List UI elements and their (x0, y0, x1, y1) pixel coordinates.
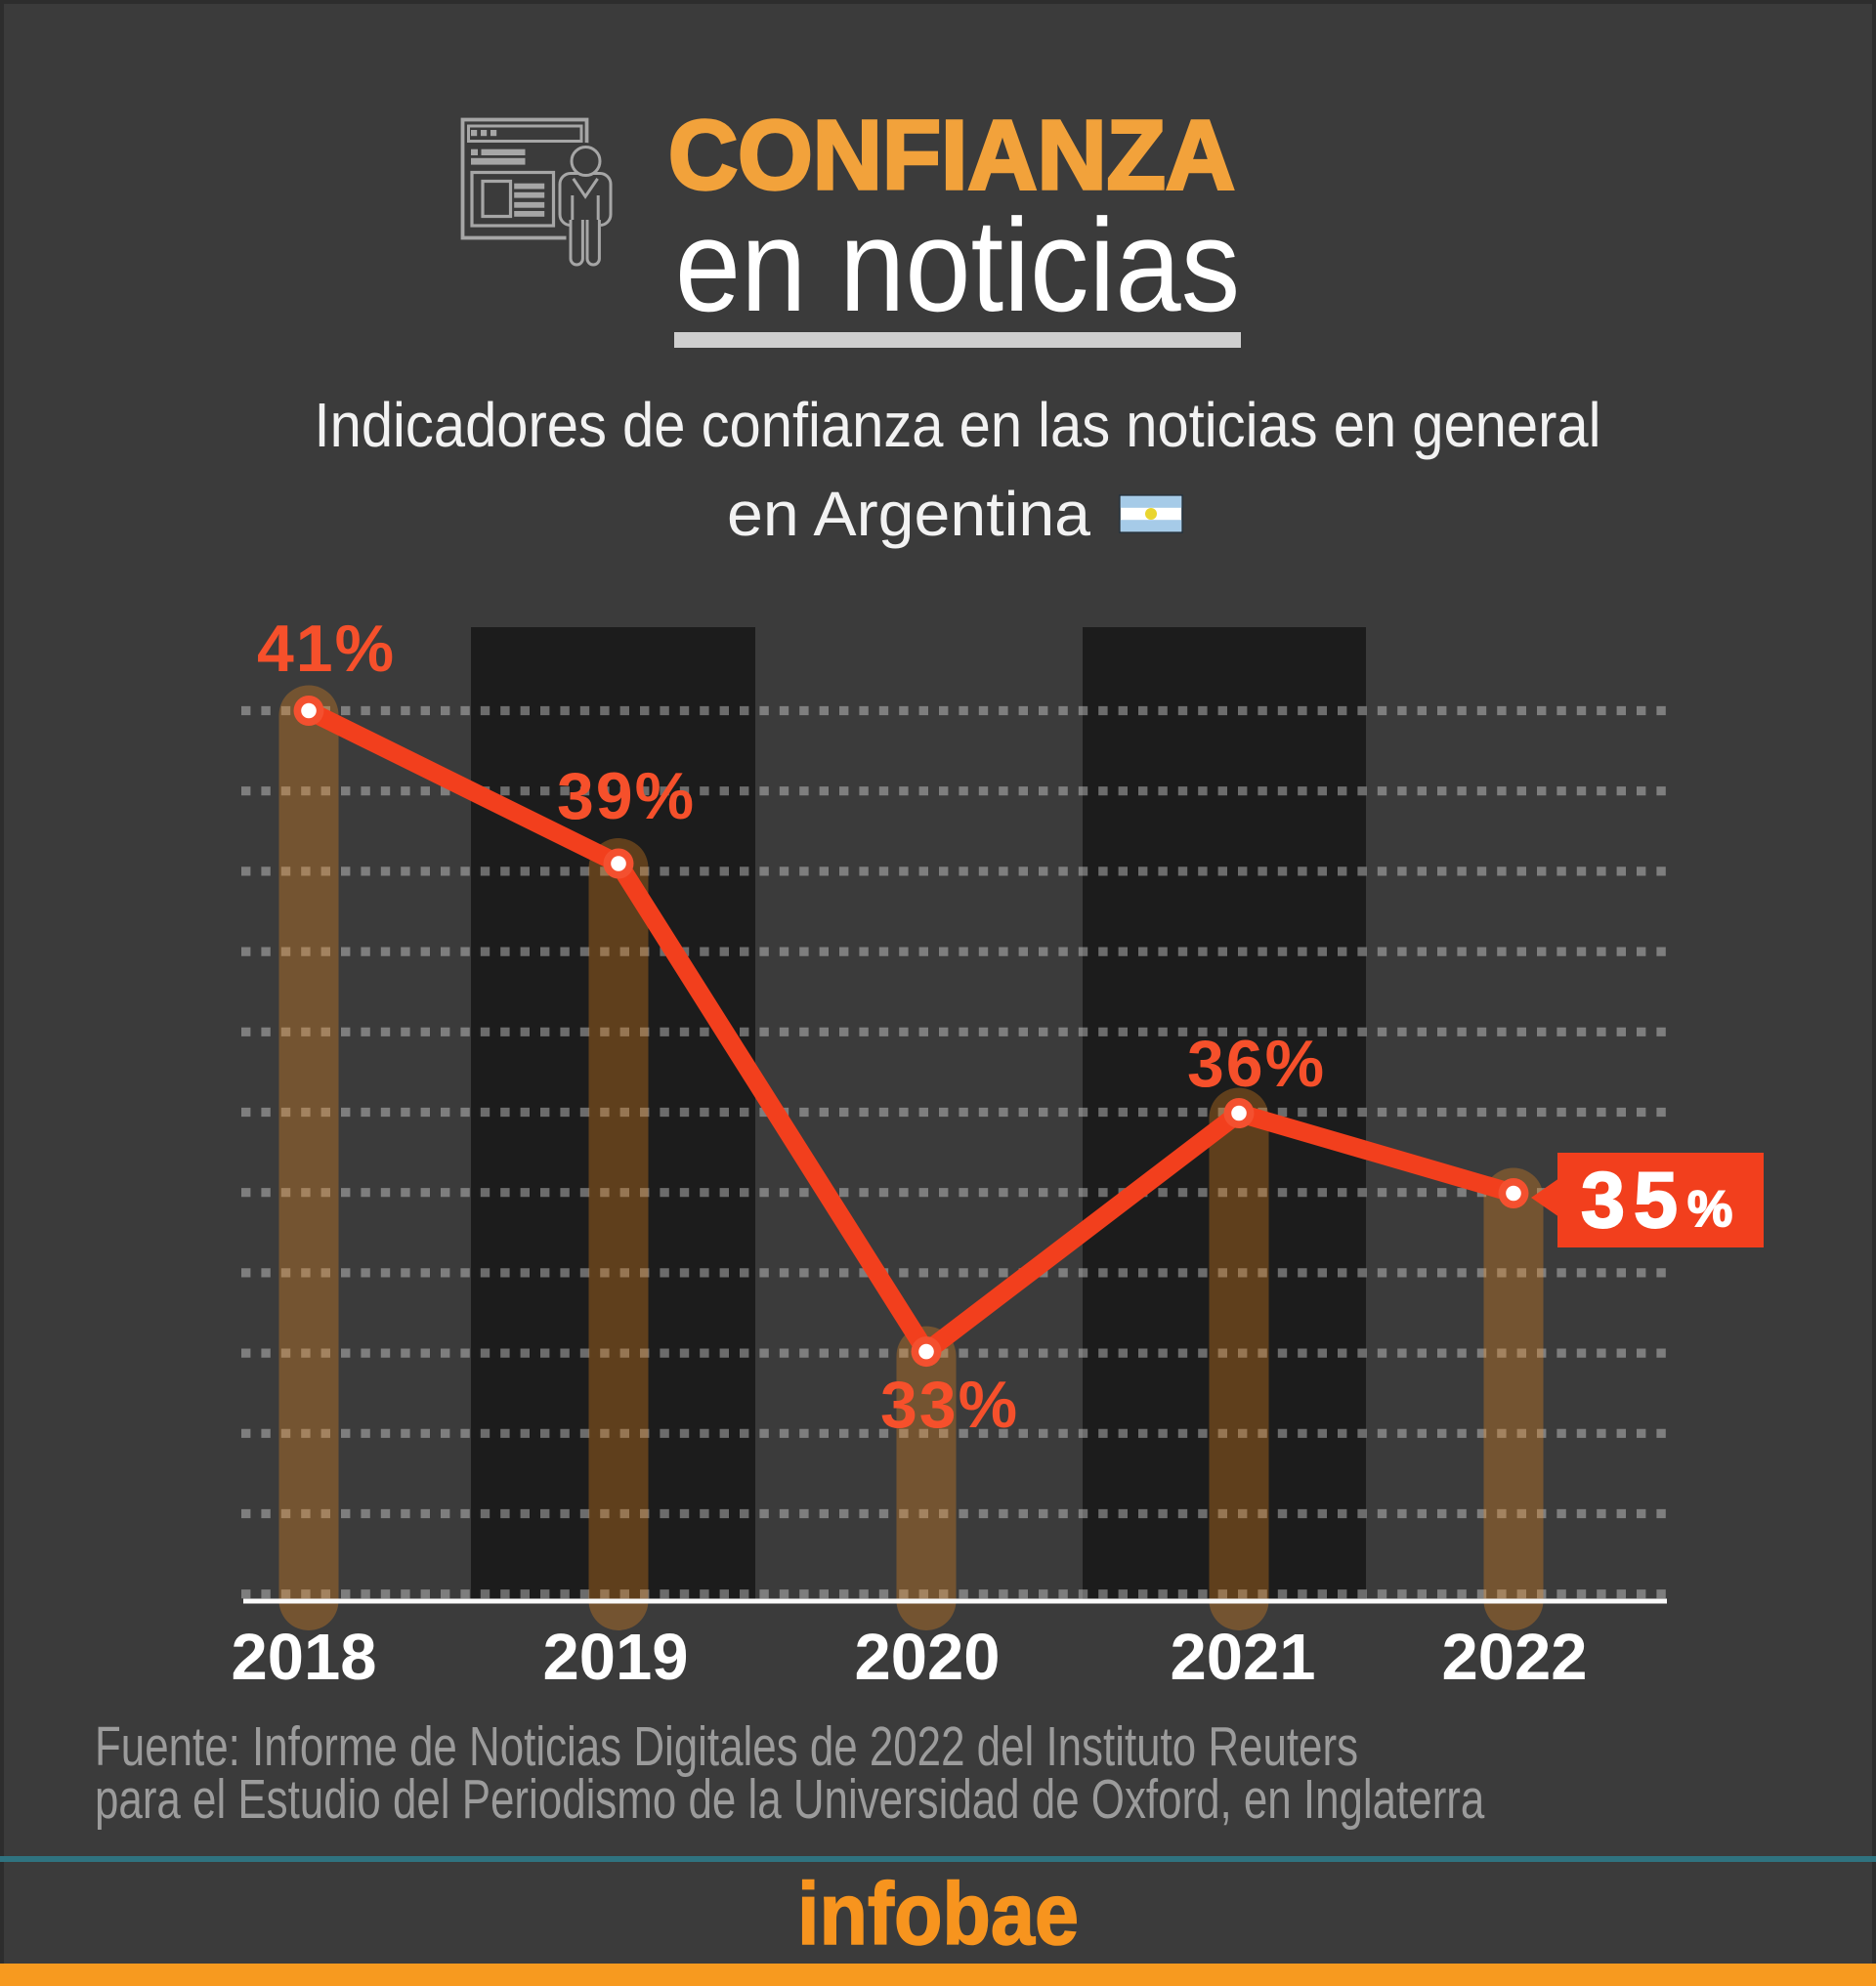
svg-text:2018: 2018 (231, 1621, 376, 1694)
svg-text:36%: 36% (1187, 1027, 1326, 1101)
svg-text:39%: 39% (557, 759, 696, 833)
svg-text:2019: 2019 (542, 1621, 688, 1694)
svg-text:2021: 2021 (1170, 1621, 1315, 1694)
svg-text:2022: 2022 (1441, 1621, 1587, 1694)
svg-text:%: % (1687, 1181, 1732, 1238)
svg-text:35: 35 (1581, 1157, 1686, 1245)
svg-text:2020: 2020 (854, 1621, 1000, 1694)
svg-text:41%: 41% (257, 612, 396, 686)
svg-text:33%: 33% (880, 1368, 1019, 1442)
